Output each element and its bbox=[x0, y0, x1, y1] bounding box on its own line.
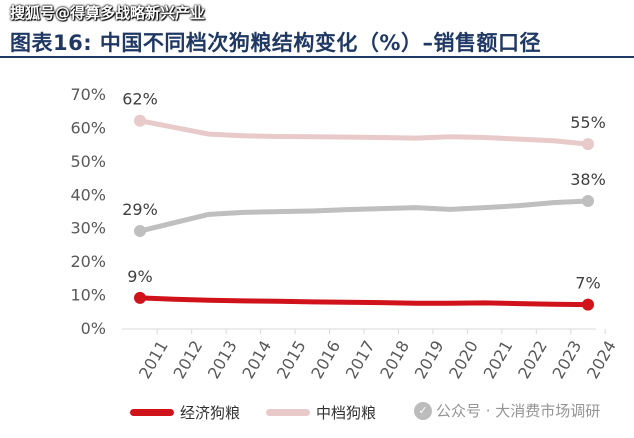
y-tick-label: 60% bbox=[70, 118, 106, 137]
watermark-bottom-text: 公众号 · 大消费市场调研 bbox=[436, 402, 601, 420]
y-tick-label: 40% bbox=[70, 185, 106, 204]
x-tick-label: 2014 bbox=[238, 337, 275, 382]
series-marker-1 bbox=[134, 114, 146, 127]
x-tick-label: 2019 bbox=[411, 337, 448, 382]
x-tick-label: 2013 bbox=[204, 337, 241, 382]
x-tick-label: 2016 bbox=[307, 337, 344, 382]
watermark-top: 搜狐号@得算多战略新兴产业 bbox=[10, 4, 206, 22]
y-tick-label: 0% bbox=[81, 319, 106, 338]
x-tick-label: 2011 bbox=[135, 337, 172, 382]
watermark-bottom: ✓ 公众号 · 大消费市场调研 bbox=[414, 400, 600, 421]
legend-swatch-mid bbox=[266, 409, 311, 416]
x-tick-label: 2023 bbox=[549, 337, 586, 382]
legend-label-economy: 经济狗粮 bbox=[180, 404, 241, 422]
x-tick-label: 2021 bbox=[480, 337, 517, 382]
legend: 经济狗粮 中档狗粮 bbox=[130, 402, 402, 423]
x-tick-label: 2012 bbox=[169, 337, 206, 382]
series-marker-0 bbox=[134, 291, 146, 304]
series-line-1 bbox=[137, 118, 591, 147]
data-label: 9% bbox=[127, 267, 152, 286]
legend-item-mid: 中档狗粮 bbox=[266, 402, 376, 423]
series-line-2 bbox=[137, 198, 591, 234]
x-tick-label: 2017 bbox=[342, 337, 379, 382]
data-label: 55% bbox=[570, 113, 606, 132]
y-tick-label: 50% bbox=[70, 152, 106, 171]
data-label: 62% bbox=[122, 90, 158, 109]
x-axis: 2011201220132014201520162017201820192020… bbox=[122, 328, 620, 382]
legend-label-mid: 中档狗粮 bbox=[316, 404, 377, 422]
y-tick-label: 30% bbox=[70, 219, 106, 238]
y-axis: 0% 10% 20% 30% 40% 50% 60% 70% bbox=[70, 85, 106, 338]
title-bar: 图表16: 中国不同档次狗粮结构变化（%）–销售额口径 bbox=[0, 24, 634, 58]
series-marker-0 bbox=[582, 298, 594, 311]
y-tick-label: 20% bbox=[70, 252, 106, 271]
x-tick-label: 2020 bbox=[445, 337, 482, 382]
series-marker-2 bbox=[582, 194, 594, 207]
y-tick-label: 70% bbox=[70, 85, 106, 104]
series-line-0 bbox=[137, 295, 591, 308]
wechat-icon: ✓ bbox=[414, 401, 432, 420]
x-tick-label: 2024 bbox=[583, 337, 620, 382]
data-label: 38% bbox=[570, 170, 606, 189]
x-tick-label: 2022 bbox=[514, 337, 551, 382]
legend-swatch-economy bbox=[130, 409, 174, 416]
x-tick-label: 2018 bbox=[376, 337, 413, 382]
data-labels: 9% 7% 62% 55% 29% 38% bbox=[122, 90, 606, 293]
data-label: 29% bbox=[122, 200, 158, 219]
series-marker-2 bbox=[134, 225, 146, 238]
data-label: 7% bbox=[575, 274, 600, 293]
series-marker-1 bbox=[582, 138, 594, 151]
chart-title: 图表16: 中国不同档次狗粮结构变化（%）–销售额口径 bbox=[10, 31, 541, 55]
series-layer bbox=[134, 114, 594, 311]
x-tick-label: 2015 bbox=[273, 337, 310, 382]
y-tick-label: 10% bbox=[70, 286, 106, 305]
legend-item-economy: 经济狗粮 bbox=[130, 402, 240, 423]
